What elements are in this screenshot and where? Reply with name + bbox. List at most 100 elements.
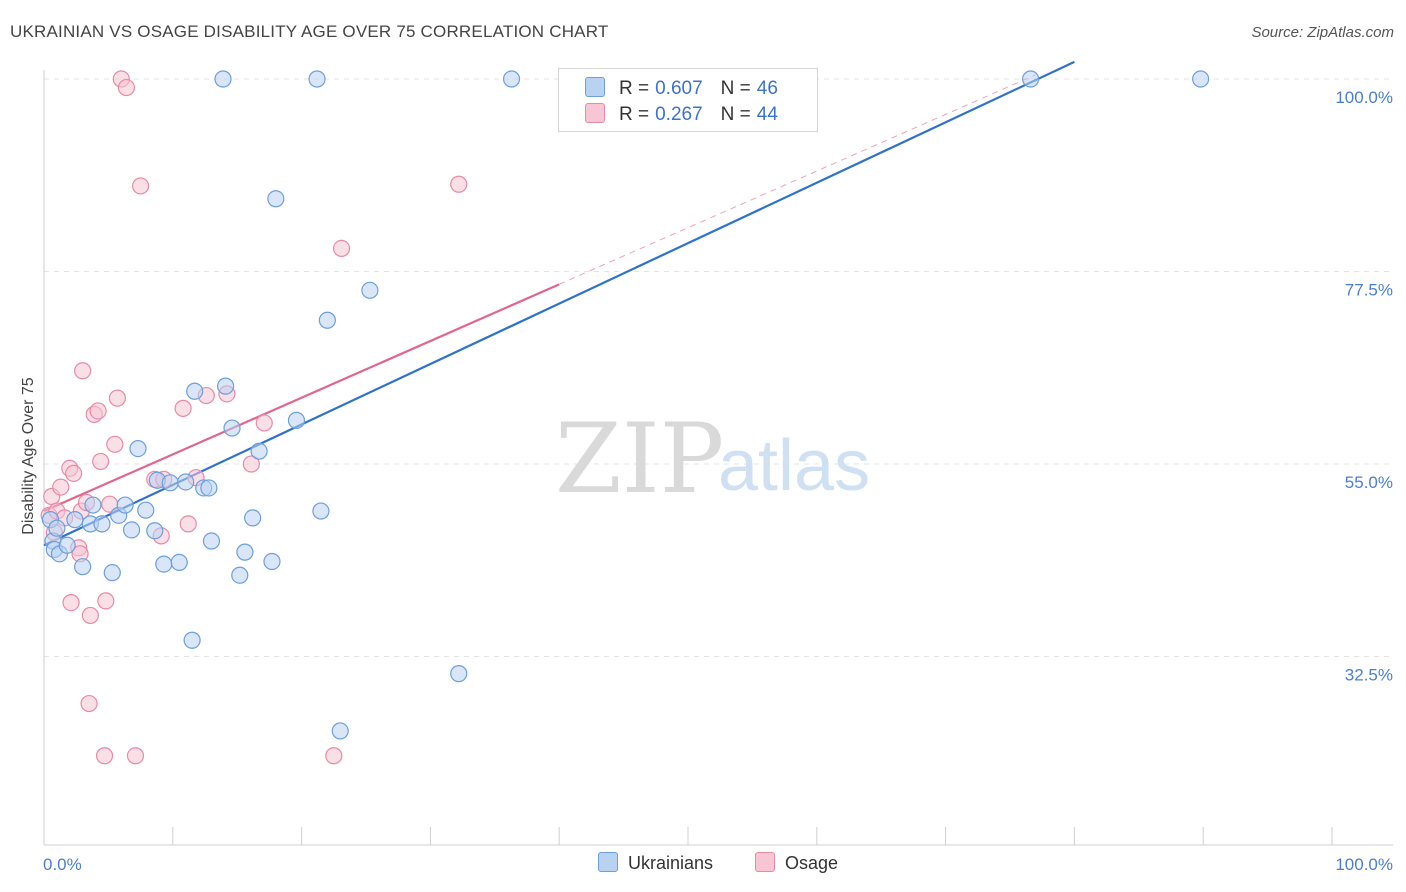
data-point: [502, 70, 521, 88]
osage-points: [40, 70, 468, 765]
r-value: 0.607: [655, 78, 703, 99]
data-point: [183, 631, 201, 649]
y-tick-labels: 100.0% 77.5% 55.0% 32.5%: [1335, 88, 1393, 685]
r-label: R =: [619, 78, 650, 99]
data-point: [132, 177, 150, 195]
data-point: [242, 455, 260, 473]
data-point: [325, 747, 343, 765]
legend-item-osage[interactable]: Osage: [755, 852, 838, 874]
legend-row-osage: R = 0.267 N = 44: [585, 103, 778, 126]
data-point: [202, 532, 221, 550]
data-point: [117, 78, 136, 97]
data-point: [170, 553, 188, 571]
data-point: [93, 515, 111, 533]
data-point: [217, 377, 235, 395]
legend-item-ukrainians[interactable]: Ukrainians: [598, 852, 713, 874]
data-point: [332, 239, 351, 257]
trend-line-ukrainians: [43, 60, 1075, 547]
data-point: [263, 552, 281, 571]
n-label: N =: [720, 78, 751, 99]
data-point: [65, 464, 83, 483]
x-tick-label-right: 100.0%: [1335, 855, 1393, 874]
data-point: [89, 402, 107, 420]
data-point: [155, 555, 173, 573]
data-point: [214, 70, 232, 88]
trend-line-osage-extension: [558, 74, 1036, 285]
data-point: [287, 411, 306, 429]
data-point: [250, 442, 268, 460]
data-point: [177, 473, 195, 491]
data-point: [1022, 70, 1040, 88]
trend-lines: [43, 60, 1075, 547]
data-point: [1192, 70, 1210, 88]
data-point: [179, 515, 197, 533]
osage-swatch: [755, 852, 775, 872]
legend-label-ukrainians: Ukrainians: [628, 853, 714, 873]
data-point: [308, 70, 326, 88]
ukrainian-points: [41, 70, 1210, 740]
legend-label-osage: Osage: [785, 853, 839, 873]
data-point: [450, 175, 468, 193]
y-axis-label: Disability Age Over 75: [20, 377, 37, 535]
stats-legend: R = 0.607 N = 46 R = 0.267 N = 44: [558, 68, 818, 132]
data-point: [244, 509, 262, 527]
data-point: [92, 452, 110, 471]
y-tick-label: 77.5%: [1345, 281, 1393, 300]
data-point: [62, 593, 80, 612]
trend-line-osage: [43, 283, 560, 513]
watermark-zip: ZIP: [555, 403, 724, 515]
data-point: [186, 382, 204, 400]
data-point: [318, 311, 336, 329]
n-value: 46: [756, 78, 778, 99]
data-point: [58, 536, 76, 554]
data-point: [66, 511, 84, 529]
axes: [43, 70, 1393, 846]
watermark: ZIP atlas: [555, 403, 870, 515]
data-point: [331, 722, 349, 740]
data-point: [161, 474, 179, 492]
data-point: [122, 521, 141, 539]
data-point: [48, 519, 66, 537]
data-point: [108, 389, 127, 407]
data-point: [116, 496, 134, 514]
osage-swatch: [585, 103, 605, 123]
watermark-atlas: atlas: [718, 426, 870, 506]
legend-row-ukrainians: R = 0.607 N = 46: [585, 77, 778, 100]
x-tick-label-left: 0.0%: [43, 855, 82, 874]
data-point: [200, 479, 218, 497]
data-point: [450, 665, 468, 683]
ukrainian-swatch: [585, 77, 605, 97]
data-point: [267, 190, 285, 208]
y-tick-label: 55.0%: [1345, 473, 1393, 492]
data-point: [103, 564, 121, 582]
ukrainian-swatch: [598, 852, 618, 872]
data-point: [174, 399, 192, 417]
data-point: [146, 522, 164, 540]
r-label: R =: [619, 104, 650, 125]
data-point: [312, 502, 330, 520]
data-point: [126, 747, 145, 765]
source-credit: Source: ZipAtlas.com: [1251, 24, 1394, 41]
data-point: [255, 414, 273, 432]
data-point: [81, 606, 99, 625]
data-point: [84, 496, 102, 514]
data-point: [231, 566, 249, 584]
data-point: [223, 419, 241, 437]
n-label: N =: [720, 104, 751, 125]
data-point: [74, 362, 92, 380]
data-point: [106, 435, 124, 453]
y-tick-label: 100.0%: [1335, 88, 1393, 107]
data-point: [129, 440, 147, 458]
data-point: [74, 558, 92, 576]
n-value: 44: [756, 104, 778, 125]
data-point: [97, 592, 115, 610]
data-point: [361, 281, 379, 299]
y-tick-label: 32.5%: [1345, 666, 1393, 685]
data-point: [80, 694, 98, 713]
chart-title: UKRAINIAN VS OSAGE DISABILITY AGE OVER 7…: [10, 22, 609, 41]
data-point: [95, 747, 114, 765]
data-point: [236, 543, 254, 561]
r-value: 0.267: [655, 104, 703, 125]
data-point: [52, 478, 70, 496]
